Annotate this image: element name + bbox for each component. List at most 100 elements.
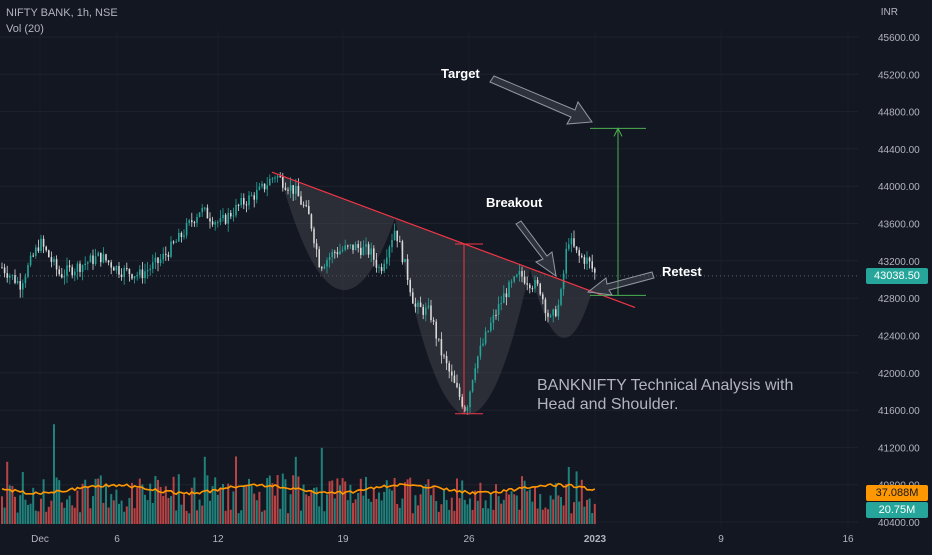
candle-body [11,275,14,277]
candle-body [224,214,227,224]
candle-body [373,248,375,260]
candle-body [292,185,294,194]
volume-bar [276,475,279,524]
candle-body [310,214,313,229]
price-tick-label: 41200.00 [878,443,920,454]
volume-bar [167,497,170,524]
candle-body [74,271,76,276]
volume-bar [515,495,518,524]
candle-body [409,279,411,293]
candle-body [479,345,482,357]
price-tick-label: 44000.00 [878,182,920,193]
volume-bar [393,477,396,524]
candle-body [256,189,258,200]
volume-bar [172,476,175,524]
candle-body [152,262,154,269]
candle-body [526,283,528,285]
target-label: Target [441,66,480,81]
volume-bar [554,483,557,524]
candle-body [94,256,97,264]
candle-body [141,269,144,279]
candle-body [505,293,508,298]
candle-body [458,387,461,397]
candle-body [500,303,502,305]
volume-bar [482,508,484,524]
volume-bar [144,494,146,524]
target-arrow [489,75,593,125]
time-tick-label: 12 [212,534,224,545]
candle-body [495,314,497,316]
candle-body [560,289,562,305]
volume-bar [81,483,84,524]
volume-bar [63,507,66,524]
volume-bar [352,502,354,524]
volume-bar [219,487,222,524]
volume-bar [401,498,404,524]
candle-body [326,260,328,267]
volume-bar [154,475,157,524]
volume-bar [440,504,443,524]
volume-bar [531,501,534,524]
volume-bar [268,475,271,524]
symbol-title[interactable]: NIFTY BANK, 1h, NSE [6,7,118,19]
volume-bar [411,513,414,524]
volume-bar [534,486,536,524]
candle-body [549,315,552,317]
volume-bar [183,494,185,524]
volume-bar [102,502,105,524]
volume-bar [388,488,391,524]
volume-bar [521,476,523,524]
candle-body [240,198,242,206]
candle-body [542,294,544,300]
volume-bar [206,475,209,524]
volume-bar [193,477,196,524]
candle-body [107,260,110,263]
volume-bar [177,474,180,524]
volume-bar [133,508,136,524]
volume-bar [211,486,214,524]
candle-body [339,250,341,255]
volume-bar [149,483,152,524]
analysis-description: BANKNIFTY Technical Analysis with Head a… [537,376,837,414]
price-axis: 40400.0040800.0041200.0041600.0042000.00… [878,33,920,529]
candle-body [367,244,370,255]
volume-bar [216,494,219,524]
candle-body [113,267,115,271]
time-axis: Dec 6 12 19 26 2023 9 16 [31,534,854,545]
candle-body [27,265,29,277]
candle-body [570,238,573,245]
candle-body [245,204,248,206]
volume-bar [346,500,349,524]
volume-indicator-label[interactable]: Vol (20) [6,23,44,35]
time-tick-label: 16 [842,534,854,545]
volume-bar [180,504,183,524]
candle-body [466,407,469,411]
candle-body [110,262,112,268]
volume-bar [313,487,315,524]
volume-bar [450,497,453,524]
volume-bar [60,502,63,524]
candle-body [263,183,266,190]
volume-bar [115,489,118,524]
volume-bar [432,487,435,524]
time-tick-label: 9 [718,534,724,545]
candle-body [165,253,167,255]
volume-bar [84,479,87,524]
candle-body [196,217,198,223]
candle-body [102,254,105,263]
volume-bar [292,475,295,524]
volume-bar [37,511,40,524]
volume-bar [398,507,401,524]
candle-body [79,263,81,272]
candle-body [183,235,185,238]
candle-body [308,205,310,215]
volume-bar [6,461,9,524]
volume-bar [567,466,570,524]
candle-body [521,271,523,277]
volume-bar [287,513,289,524]
volume-bar [16,512,19,524]
candle-body [474,368,476,381]
volume-bar [1,496,3,524]
candle-body [29,255,32,266]
